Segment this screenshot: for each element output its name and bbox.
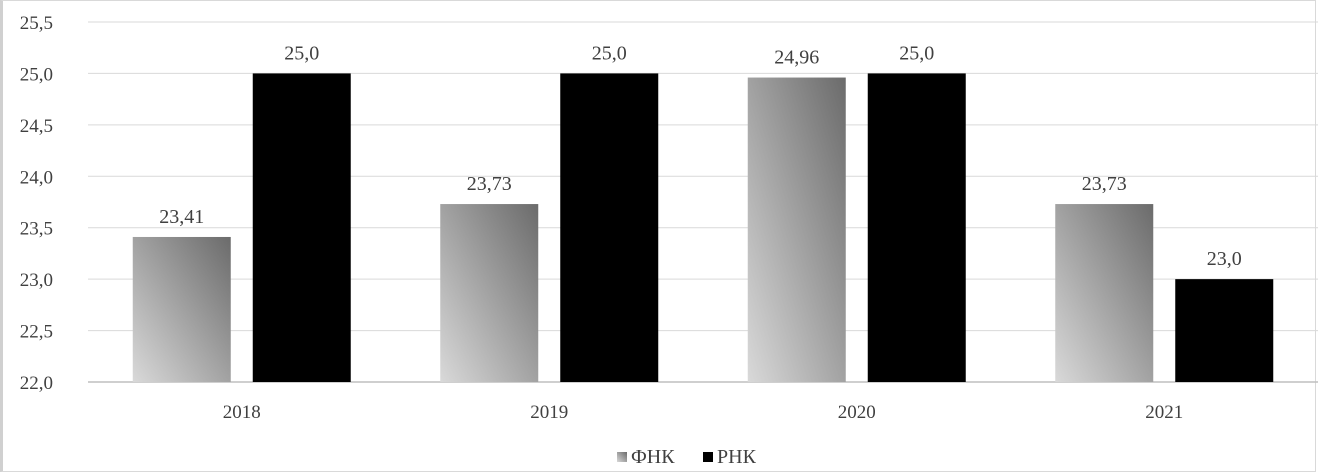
legend-swatch	[617, 452, 627, 462]
y-tick-label: 23,5	[20, 219, 53, 240]
bar	[560, 73, 659, 382]
data-label: 25,0	[899, 42, 934, 64]
x-tick-label: 2020	[838, 402, 876, 423]
data-label: 23,0	[1207, 248, 1242, 270]
data-label: 24,96	[774, 47, 819, 69]
y-tick-label: 25,5	[20, 13, 53, 34]
legend: ФНК РНК	[617, 446, 757, 468]
data-label: 23,73	[1082, 173, 1127, 195]
x-tick-label: 2019	[530, 402, 568, 423]
y-tick-label: 24,5	[20, 116, 53, 137]
y-tick-label: 22,5	[20, 322, 53, 343]
y-axis: 22,0 22,5 23,0 23,5 24,0 24,5 25,0 25,5	[20, 13, 53, 394]
bar	[867, 73, 966, 382]
data-label: 25,0	[284, 42, 319, 64]
bar	[252, 73, 351, 382]
legend-swatch	[703, 452, 713, 462]
bar	[1055, 204, 1154, 382]
bar	[132, 236, 231, 382]
bar	[1175, 279, 1274, 382]
x-axis: 2018 2019 2020 2021	[223, 402, 1184, 423]
data-label: 25,0	[592, 42, 627, 64]
legend-label: РНК	[717, 446, 757, 468]
data-label: 23,41	[159, 206, 204, 228]
legend-label: ФНК	[631, 446, 675, 468]
x-tick-label: 2021	[1145, 402, 1183, 423]
y-tick-label: 24,0	[20, 167, 53, 188]
y-tick-label: 22,0	[20, 373, 53, 394]
x-tick-label: 2018	[223, 402, 261, 423]
bar	[440, 204, 539, 382]
y-tick-label: 25,0	[20, 64, 53, 85]
y-tick-label: 23,0	[20, 270, 53, 291]
data-label: 23,73	[467, 173, 512, 195]
bars: 23,41 25,0 23,73 25,0 24,96 25,0 23,73 23,0	[132, 42, 1274, 383]
bar	[747, 77, 846, 383]
